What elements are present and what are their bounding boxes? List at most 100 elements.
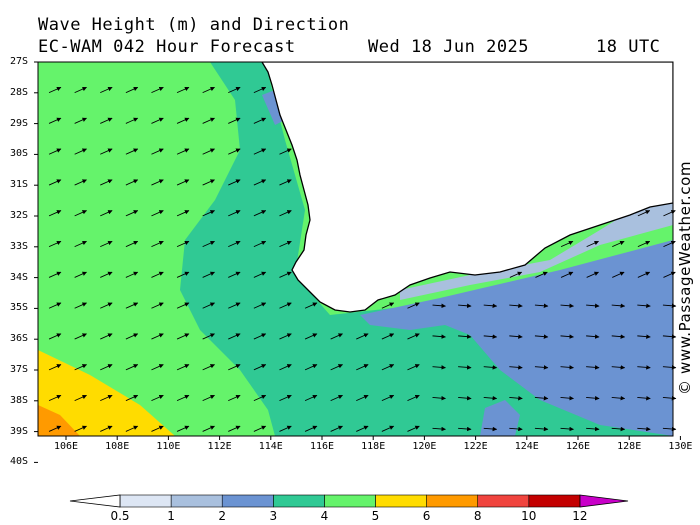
wave-direction-arrow: [253, 271, 267, 278]
colorbar-segment: [324, 494, 376, 508]
wave-direction-arrow: [228, 210, 241, 217]
wave-direction-arrow: [637, 271, 651, 278]
wave-direction-arrow: [483, 426, 498, 432]
wave-direction-arrow: [125, 364, 139, 371]
wave-direction-arrow: [509, 365, 523, 370]
lat-label: 34S: [10, 271, 29, 283]
wave-direction-arrow: [304, 302, 318, 309]
wave-direction-arrow: [586, 395, 600, 401]
wave-direction-arrow: [586, 334, 600, 339]
wave-direction-arrow: [48, 425, 62, 432]
wave-direction-arrow: [100, 364, 113, 371]
land-australia: [261, 62, 673, 313]
wave-direction-arrow: [534, 303, 549, 309]
lon-label: 128E: [617, 441, 642, 452]
wave-direction-arrow: [637, 426, 651, 432]
wave-direction-arrow: [637, 334, 651, 339]
wave-direction-arrow: [483, 334, 498, 339]
lon-label: 110E: [156, 441, 181, 452]
wave-direction-arrow: [637, 240, 651, 248]
wave-direction-arrow: [228, 148, 241, 155]
wave-direction-arrow: [560, 426, 574, 432]
wave-direction-arrow: [432, 303, 446, 309]
wave-direction-arrow: [228, 302, 241, 309]
wave-direction-arrow: [125, 179, 139, 186]
wave-direction-arrow: [586, 303, 600, 309]
lon-label: 116E: [309, 441, 335, 452]
wave-direction-arrow: [330, 425, 343, 432]
wave-direction-arrow: [202, 333, 215, 340]
wave-direction-arrow: [253, 364, 267, 371]
colorbar-label: 0.5: [110, 509, 130, 523]
wave-direction-arrow: [74, 364, 87, 371]
lon-label: 130E: [668, 441, 693, 452]
lat-label: 33S: [10, 240, 29, 252]
lat-label: 39S: [10, 425, 29, 437]
wave-direction-arrow: [48, 271, 62, 278]
wave-direction-arrow: [176, 240, 190, 248]
credit-text: © www.PassageWeather.com: [676, 160, 694, 395]
wave-direction-arrow: [432, 365, 446, 370]
wave-direction-arrow: [356, 394, 369, 402]
colorbar-segment: [170, 494, 223, 508]
wave-direction-arrow: [611, 395, 626, 401]
wave-direction-arrow: [202, 148, 215, 155]
colorbar-right-arrow: [579, 494, 629, 508]
wave-direction-arrow: [458, 426, 472, 432]
wave-direction-arrow: [253, 240, 267, 248]
wave-direction-arrow: [74, 271, 87, 278]
wave-direction-arrow: [432, 426, 446, 432]
wave-direction-arrow: [151, 179, 164, 186]
wave-direction-arrow: [125, 117, 139, 124]
wave-direction-arrow: [304, 425, 318, 432]
wave-direction-arrow: [74, 117, 87, 124]
wave-direction-arrow: [279, 333, 292, 340]
wave-direction-arrow: [381, 394, 395, 402]
wave-direction-arrow: [534, 395, 549, 401]
wave-direction-arrow: [253, 117, 267, 124]
wave-direction-arrow: [176, 210, 190, 217]
lon-label: 114E: [258, 441, 283, 452]
wave-direction-arrow: [253, 333, 267, 340]
colorbar-label: 2: [218, 509, 226, 523]
wave-direction-arrow: [151, 271, 164, 278]
wave-direction-arrow: [662, 303, 677, 309]
wave-direction-arrow: [637, 365, 651, 370]
wave-direction-arrow: [125, 394, 139, 402]
wave-direction-arrow: [228, 333, 241, 340]
wave-direction-arrow: [586, 426, 600, 432]
colorbar-segment: [119, 494, 172, 508]
wave-direction-arrow: [100, 333, 113, 340]
wave-direction-arrow: [330, 364, 343, 371]
wave-direction-arrow: [432, 334, 446, 339]
wave-direction-arrow: [176, 394, 190, 402]
wave-direction-arrow: [100, 148, 113, 155]
colorbar-label: 3: [269, 509, 278, 523]
wave-direction-arrow: [176, 179, 190, 186]
colorbar: [69, 494, 629, 508]
lat-label: 40S: [10, 456, 29, 468]
wave-direction-arrow: [48, 302, 62, 309]
wave-direction-arrow: [637, 210, 651, 217]
lat-label: 35S: [10, 302, 29, 314]
wave-direction-arrow: [74, 179, 87, 186]
wave-direction-arrow: [100, 394, 113, 402]
header-date: Wed 18 Jun 2025: [368, 37, 530, 57]
wave-direction-arrow: [381, 425, 395, 432]
wave-direction-arrow: [330, 394, 343, 402]
wave-direction-arrow: [534, 365, 549, 370]
lat-label: 28S: [10, 86, 29, 98]
wave-direction-arrow: [253, 302, 267, 309]
wave-direction-arrow: [125, 425, 139, 432]
wave-direction-arrow: [612, 271, 625, 278]
wave-direction-arrow: [253, 148, 267, 155]
wave-direction-arrow: [48, 86, 62, 94]
wave-direction-arrow: [125, 86, 139, 94]
wave-direction-arrow: [356, 364, 369, 371]
wave-direction-arrow: [534, 334, 549, 339]
wave-direction-arrow: [637, 303, 651, 309]
wave-direction-arrow: [228, 425, 241, 432]
wave-direction-arrow: [100, 210, 113, 217]
wave-direction-arrow: [125, 148, 139, 155]
